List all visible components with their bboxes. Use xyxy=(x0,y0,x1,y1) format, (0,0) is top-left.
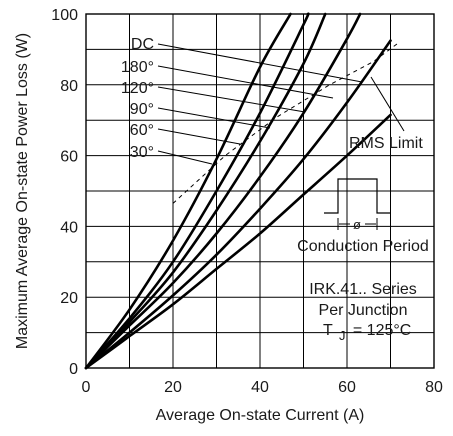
y-tick-label: 80 xyxy=(60,78,78,95)
y-tick-label: 100 xyxy=(51,7,78,24)
series-labels: DC 180° 120° 90° 60° 30° xyxy=(121,36,363,165)
series-curve xyxy=(84,12,310,370)
tj-subscript: J xyxy=(339,328,346,343)
series-curve xyxy=(84,39,392,370)
series-label: 90° xyxy=(130,101,154,118)
pulse-waveform xyxy=(324,178,391,214)
conduction-period-label: Conduction Period xyxy=(297,238,429,255)
junction-temperature-label: T J = 125°C xyxy=(323,322,411,344)
series-leader-line xyxy=(157,65,334,99)
series-label: 180° xyxy=(121,59,154,76)
series-leader-line xyxy=(157,107,271,129)
series-leader-line xyxy=(157,128,241,145)
conduction-period-icon xyxy=(324,178,391,230)
x-tick-label: 40 xyxy=(251,379,269,396)
rms-limit-label: RMS Limit xyxy=(349,135,423,152)
series-curve xyxy=(84,113,392,370)
y-tick-label: 20 xyxy=(60,290,78,307)
series-leader-line xyxy=(157,86,306,113)
y-axis-label: Maximum Average On-state Power Loss (W) xyxy=(14,33,31,349)
series-label: 120° xyxy=(121,80,154,97)
rms-limit-leader xyxy=(370,76,405,132)
x-tick-label: 0 xyxy=(82,379,91,396)
series-curve xyxy=(84,12,362,370)
series-label: DC xyxy=(131,36,154,53)
y-tick-label: 0 xyxy=(69,361,78,378)
x-tick-label: 80 xyxy=(425,379,443,396)
series-leader-line xyxy=(157,43,363,83)
grid xyxy=(86,14,434,368)
plot-frame xyxy=(85,13,435,369)
rms-limit-line xyxy=(172,41,400,204)
series-curves xyxy=(84,12,392,370)
series-label: 60° xyxy=(130,122,154,139)
y-tick-label: 40 xyxy=(60,219,78,236)
tj-value: = 125°C xyxy=(353,322,411,339)
x-tick-label: 60 xyxy=(338,379,356,396)
per-junction-label: Per Junction xyxy=(319,302,408,319)
series-leader-line xyxy=(157,150,213,165)
phi-symbol: ø xyxy=(353,217,361,232)
x-tick-label: 20 xyxy=(164,379,182,396)
y-tick-label: 60 xyxy=(60,149,78,166)
tick-labels: 0 20 40 60 80 0 20 40 60 80 100 xyxy=(51,7,443,396)
tj-prefix: T xyxy=(323,322,333,339)
x-axis-label: Average On-state Current (A) xyxy=(156,407,365,424)
series-curve xyxy=(84,12,327,370)
device-series-label: IRK.41.. Series xyxy=(309,281,417,298)
series-curve xyxy=(84,12,292,370)
series-label: 30° xyxy=(130,144,154,161)
